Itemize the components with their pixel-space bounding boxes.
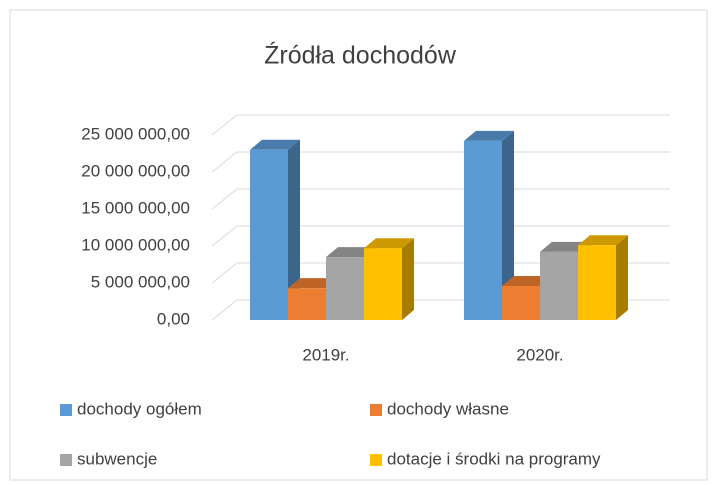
y-tick-label: 20 000 000,00 (81, 161, 190, 180)
bar-top (288, 278, 338, 289)
bar-side (502, 130, 514, 320)
x-tick-label: 2019r. (302, 345, 349, 364)
y-tick-label: 5 000 000,00 (91, 272, 190, 291)
chart-border (9, 9, 708, 481)
legend-label: dotacje i środki na programy (387, 449, 601, 468)
legend-label: dochody własne (387, 399, 509, 418)
bar-top (502, 275, 552, 286)
legend-swatch (370, 404, 382, 416)
legend-label: subwencje (77, 449, 157, 468)
bar (364, 238, 414, 320)
bar-front (502, 285, 540, 320)
grid-line (211, 188, 670, 210)
grid-line (211, 151, 670, 173)
bar-front (464, 140, 502, 320)
bar-side (402, 238, 414, 320)
bar-side (616, 235, 628, 320)
bar-top (464, 130, 514, 141)
bar-top (540, 241, 590, 252)
bar-top (364, 238, 414, 249)
bar (578, 235, 628, 320)
bar-front (288, 288, 326, 320)
grid-line (211, 262, 670, 284)
grid-line (211, 114, 670, 136)
bar-top (250, 139, 300, 150)
legend-label: dochody ogółem (77, 399, 202, 418)
bar-side (288, 139, 300, 320)
bar-front (250, 149, 288, 320)
x-tick-label: 2020r. (516, 345, 563, 364)
grid-line (211, 225, 670, 247)
y-tick-label: 10 000 000,00 (81, 235, 190, 254)
legend-swatch (60, 404, 72, 416)
bar-front (578, 245, 616, 320)
y-tick-label: 15 000 000,00 (81, 198, 190, 217)
bar (250, 139, 300, 320)
bar-front (364, 248, 402, 320)
chart-title: Źródła dochodów (264, 41, 457, 70)
y-tick-label: 0,00 (157, 309, 190, 328)
bar-top (578, 235, 628, 246)
legend-swatch (60, 454, 72, 466)
bar-front (540, 251, 578, 320)
bar-front (326, 257, 364, 320)
legend-swatch (370, 454, 382, 466)
bar-top (326, 247, 376, 258)
bar (464, 130, 514, 320)
y-tick-label: 25 000 000,00 (81, 124, 190, 143)
